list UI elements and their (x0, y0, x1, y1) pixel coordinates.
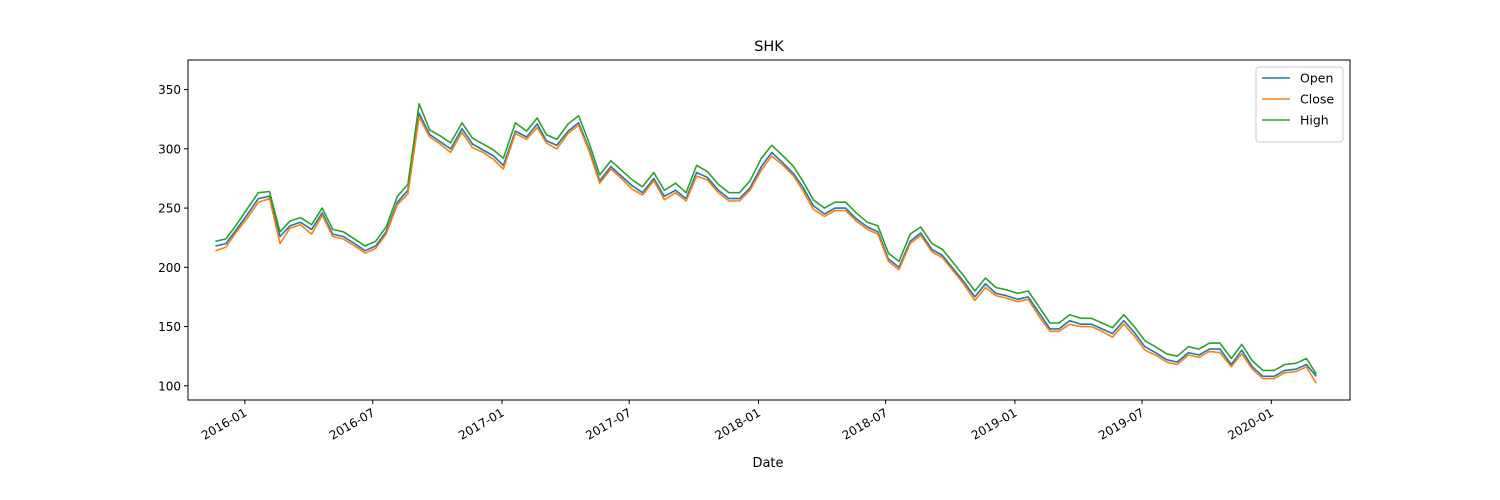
y-tick-label: 300 (158, 142, 181, 156)
x-axis-label: Date (752, 456, 783, 471)
series-line-close (215, 116, 1317, 384)
series-line-open (215, 112, 1317, 378)
legend-label-high: High (1300, 113, 1329, 128)
legend-label-open: Open (1300, 71, 1333, 86)
y-tick-label: 150 (158, 320, 181, 334)
legend-box (1255, 66, 1344, 143)
series-line-high (215, 103, 1317, 375)
y-tick-label: 250 (158, 202, 181, 216)
y-tick-label: 100 (158, 379, 181, 393)
legend-label-close: Close (1300, 92, 1334, 107)
y-tick-label: 200 (158, 261, 181, 275)
legend: Open Close High (1255, 66, 1344, 143)
plot-area (187, 59, 1351, 401)
chart-title: SHK (754, 39, 784, 55)
plot-frame (187, 59, 1351, 401)
y-axis: 100 150 200 250 300 350 (158, 83, 188, 393)
y-tick-label: 350 (158, 83, 181, 97)
